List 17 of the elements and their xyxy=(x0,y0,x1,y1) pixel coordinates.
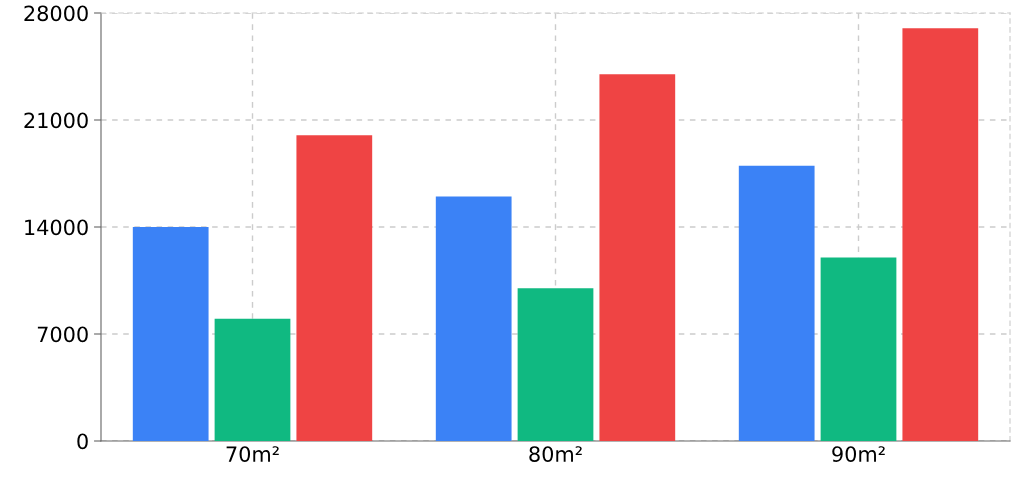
y-tick-label: 14000 xyxy=(25,219,88,236)
x-tick-label: 70m² xyxy=(226,446,279,462)
bar xyxy=(738,165,815,441)
y-tick-label: 0 xyxy=(77,433,88,450)
bar xyxy=(435,196,512,441)
y-tick-label: 28000 xyxy=(24,5,88,22)
bar xyxy=(517,288,594,441)
y-tick-label: 7000 xyxy=(37,326,88,343)
x-tick-label: 90m² xyxy=(832,446,885,462)
bar xyxy=(902,28,979,441)
bar xyxy=(132,227,209,441)
bar xyxy=(214,318,291,441)
bar xyxy=(599,74,676,441)
y-tick-label: 21000 xyxy=(24,112,88,129)
x-tick-label: 80m² xyxy=(529,446,582,462)
bar xyxy=(296,135,373,441)
bar xyxy=(820,257,897,441)
